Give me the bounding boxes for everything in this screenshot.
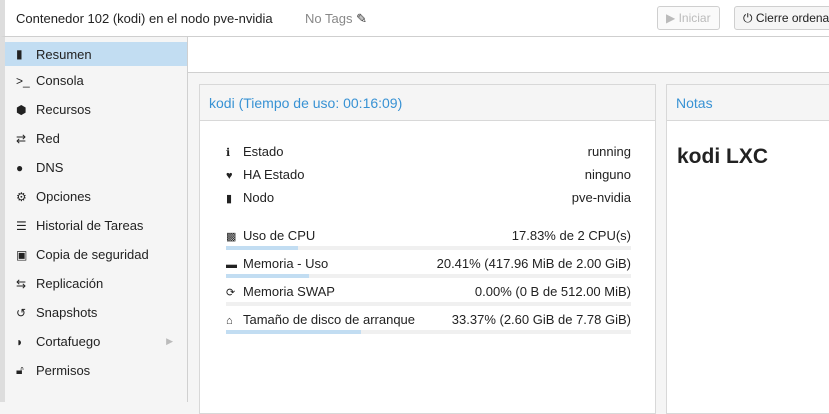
pencil-icon[interactable]: ✎	[356, 11, 367, 26]
sidebar-item-copia[interactable]: ▣ Copia de seguridad	[5, 240, 187, 269]
info-label: Estado	[243, 144, 284, 159]
info-label: HA Estado	[243, 167, 305, 182]
info-value: pve-nvidia	[571, 190, 631, 205]
page-title: Contenedor 102 (kodi) en el nodo pve-nvi…	[16, 11, 273, 26]
usage-value: 20.41% (417.96 MiB de 2.00 GiB)	[436, 256, 631, 271]
sidebar-item-resumen[interactable]: ▮ Resumen	[5, 42, 187, 66]
cube-icon: ⬢	[16, 102, 27, 117]
info-row-ha: ♥ HA Estado ninguno	[226, 167, 631, 182]
sidebar-item-replicacion[interactable]: ⇆ Replicación	[5, 269, 187, 298]
info-label: Nodo	[243, 190, 275, 205]
terminal-icon: >_	[16, 73, 30, 88]
usage-value: 17.83% de 2 CPU(s)	[511, 228, 631, 243]
exchange-icon: ⇄	[16, 131, 27, 146]
notes-content: kodi LXC	[677, 145, 769, 168]
notes-panel: Notas kodi LXC	[666, 84, 829, 414]
swap-progress-bar	[226, 302, 631, 306]
sidebar-item-recursos[interactable]: ⬢ Recursos	[5, 95, 187, 124]
usage-row-cpu: ▩ Uso de CPU 17.83% de 2 CPU(s)	[226, 228, 631, 243]
sidebar-item-label: Red	[36, 131, 60, 146]
sidebar-item-historial[interactable]: ☰ Historial de Tareas	[5, 211, 187, 240]
info-value: running	[587, 144, 631, 159]
usage-row-disk: ⌂ Tamaño de disco de arranque 33.37% (2.60…	[226, 312, 631, 327]
progress-fill	[226, 330, 362, 334]
start-label: Iniciar	[678, 11, 711, 25]
floppy-icon: ▣	[16, 247, 28, 262]
sidebar-item-dns[interactable]: ● DNS	[5, 153, 187, 182]
progress-fill	[226, 274, 309, 278]
usage-row-swap: ⟳ Memoria SWAP 0.00% (0 B de 512.00 MiB)	[226, 284, 631, 299]
memory-icon: ▬	[226, 259, 237, 271]
retweet-icon: ⇆	[16, 276, 27, 291]
sidebar-item-opciones[interactable]: ⚙ Opciones	[5, 182, 187, 211]
shutdown-label: Cierre ordena	[755, 11, 829, 25]
usage-label: Tamaño de disco de arranque	[243, 312, 416, 327]
gear-icon: ⚙	[16, 189, 27, 204]
info-row-nodo: ▮ Nodo pve-nvidia	[226, 190, 631, 205]
hdd-icon: ⌂	[226, 315, 233, 327]
info-icon: ℹ	[226, 147, 231, 159]
usage-label: Memoria - Uso	[243, 256, 329, 271]
cpu-progress-bar	[226, 246, 631, 250]
status-panel: kodi (Tiempo de uso: 00:16:09) ℹ Estado ru…	[199, 84, 656, 414]
sidebar-item-label: Consola	[36, 73, 84, 88]
sidebar-item-label: Resumen	[36, 46, 92, 62]
server-icon: ▮	[226, 193, 233, 205]
usage-row-memory: ▬ Memoria - Uso 20.41% (417.96 MiB de 2.00…	[226, 256, 631, 271]
sidebar-item-red[interactable]: ⇄ Red	[5, 124, 187, 153]
expand-arrow-icon[interactable]: ▶	[166, 336, 173, 346]
history-icon: ↺	[16, 305, 27, 320]
notes-title: Notas	[667, 85, 829, 121]
play-icon: ▶	[666, 11, 676, 25]
refresh-icon: ⟳	[226, 287, 236, 299]
book-icon: ▮	[16, 47, 23, 61]
sidebar-item-label: Historial de Tareas	[36, 218, 144, 233]
info-row-estado: ℹ Estado running	[226, 144, 631, 159]
cpu-icon: ▩	[226, 231, 237, 243]
top-bar: Contenedor 102 (kodi) en el nodo pve-nvi…	[0, 0, 829, 37]
list-icon: ☰	[16, 218, 27, 233]
sidebar-item-label: Permisos	[36, 363, 91, 378]
heartbeat-icon: ♥	[226, 170, 233, 182]
sidebar-item-label: DNS	[36, 160, 64, 175]
sidebar-item-label: Opciones	[36, 189, 91, 204]
info-value: ninguno	[584, 167, 631, 182]
usage-value: 33.37% (2.60 GiB de 7.78 GiB)	[451, 312, 631, 327]
progress-fill	[226, 246, 299, 250]
sidebar: ▮ Resumen >_ Consola ⬢ Recursos ⇄ Red ● DNS ⚙…	[0, 37, 188, 402]
toolbar-strip	[188, 37, 829, 73]
status-panel-title: kodi (Tiempo de uso: 00:16:09)	[200, 85, 655, 121]
usage-value: 0.00% (0 B de 512.00 MiB)	[474, 284, 631, 299]
sidebar-item-label: Replicación	[36, 276, 104, 291]
sidebar-item-label: Copia de seguridad	[36, 247, 149, 262]
memory-progress-bar	[226, 274, 631, 278]
sidebar-item-label: Recursos	[36, 102, 91, 117]
unlock-icon: 🔓︎	[16, 363, 24, 377]
shield-icon: ◗	[16, 334, 24, 349]
sidebar-item-label: Cortafuego	[36, 334, 101, 349]
start-button[interactable]: ▶ Iniciar	[657, 6, 720, 30]
tags-label: No Tags	[305, 11, 353, 26]
sidebar-item-consola[interactable]: >_ Consola	[5, 66, 187, 95]
sidebar-item-cortafuego[interactable]: ◗ Cortafuego ▶	[5, 327, 187, 356]
globe-icon: ●	[16, 160, 24, 175]
sidebar-item-label: Snapshots	[36, 305, 98, 320]
usage-label: Uso de CPU	[243, 228, 316, 243]
usage-label: Memoria SWAP	[243, 284, 335, 299]
disk-progress-bar	[226, 330, 631, 334]
sidebar-item-snapshots[interactable]: ↺ Snapshots	[5, 298, 187, 327]
tags[interactable]: No Tags ✎	[305, 11, 367, 27]
power-icon: ⏻	[743, 11, 753, 25]
shutdown-button[interactable]: ⏻ Cierre ordena	[734, 6, 829, 30]
sidebar-item-permisos[interactable]: 🔓︎ Permisos	[5, 356, 187, 385]
